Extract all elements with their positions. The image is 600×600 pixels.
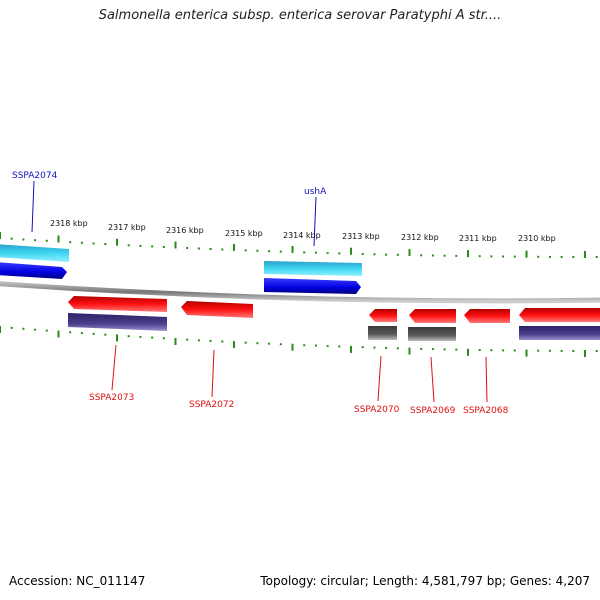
scale-label: 2313 kbp [342, 232, 380, 241]
scale-label: 2312 kbp [401, 233, 439, 242]
feature-bar[interactable] [408, 327, 456, 341]
scale-label: 2310 kbp [518, 234, 556, 243]
scale-label: 2311 kbp [459, 234, 497, 243]
scale-label: 2315 kbp [225, 229, 263, 238]
gene-label-sspa2072[interactable]: SSPA2072 [189, 400, 234, 410]
gene-arrow[interactable] [68, 296, 167, 312]
label-leaders [31, 180, 488, 403]
gene-arrow[interactable] [369, 309, 397, 322]
gene-label-sspa2073[interactable]: SSPA2073 [89, 393, 134, 403]
gene-label-sspa2069[interactable]: SSPA2069 [410, 406, 456, 416]
gene-arrow[interactable] [0, 262, 67, 279]
forward-strand-features [0, 244, 362, 294]
genome-summary: Topology: circular; Length: 4,581,797 bp… [260, 574, 590, 588]
gene-arrow[interactable] [181, 301, 253, 318]
gene-label-usha[interactable]: ushA [304, 187, 327, 197]
gene-labels: SSPA2074 ushA SSPA2073 SSPA2072 SSPA2070… [12, 171, 509, 416]
feature-bar[interactable] [519, 326, 600, 340]
feature-bar[interactable] [0, 244, 69, 262]
scale-label: 2318 kbp [50, 219, 88, 228]
scale-label: 2316 kbp [166, 226, 204, 235]
lower-scale-ticks [0, 326, 598, 357]
feature-bar[interactable] [368, 326, 397, 340]
gene-label-sspa2074[interactable]: SSPA2074 [12, 171, 58, 181]
scale-labels: 2318 kbp 2317 kbp 2316 kbp 2315 kbp 2314… [50, 219, 556, 243]
accession-label: Accession: NC_011147 [9, 574, 146, 588]
reverse-strand-features [68, 296, 600, 341]
feature-bar[interactable] [68, 313, 167, 331]
gene-arrow[interactable] [464, 309, 510, 323]
upper-scale-ticks [0, 232, 598, 258]
gene-arrow[interactable] [519, 308, 600, 322]
scale-label: 2314 kbp [283, 231, 321, 240]
gene-arrow[interactable] [264, 278, 361, 294]
gene-label-sspa2068[interactable]: SSPA2068 [463, 406, 509, 416]
gene-label-sspa2070[interactable]: SSPA2070 [354, 405, 400, 415]
genome-backbone [0, 281, 600, 304]
feature-bar[interactable] [264, 261, 362, 276]
scale-label: 2317 kbp [108, 223, 146, 232]
gene-arrow[interactable] [409, 309, 456, 323]
genome-title: Salmonella enterica subsp. enterica sero… [98, 8, 502, 23]
